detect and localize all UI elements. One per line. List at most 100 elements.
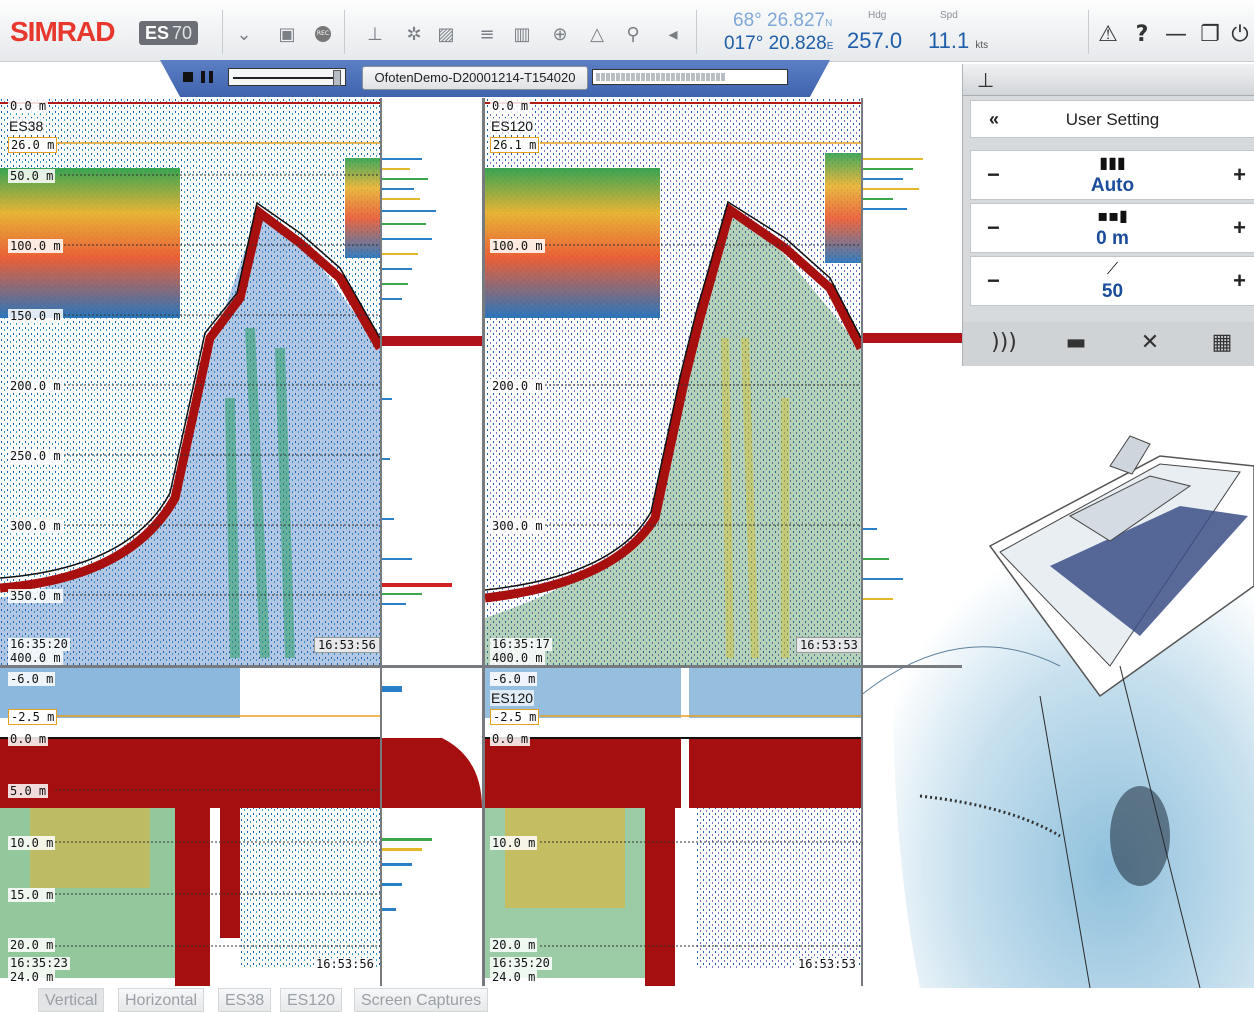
decrease-button[interactable]: − [987, 268, 1000, 293]
bottom-marker-label[interactable]: 26.0 m [8, 137, 58, 153]
range-start-label: 0.0 m [8, 99, 49, 113]
bars-icon[interactable]: ▥ [513, 23, 531, 45]
depth-label: 150.0 m [8, 309, 63, 323]
settings-header: ⊥ [963, 64, 1254, 96]
decrease-button[interactable]: − [987, 215, 1000, 240]
depth-label: 15.0 m [8, 888, 56, 902]
depth-label: 300.0 m [490, 519, 545, 533]
echogram-image [0, 98, 380, 665]
tvg-control: − ⟋ 50 + [970, 256, 1254, 306]
es38-surface-echogram[interactable]: -6.0 m -2.5 m 0.0 m 5.0 m 10.0 m 15.0 m … [0, 668, 482, 986]
es120-depth-echogram[interactable]: 0.0 m ES120 26.1 m 100.0 m 200.0 m 300.0… [485, 98, 962, 665]
power-icon[interactable]: ⏻ [1231, 21, 1249, 47]
depth-label: -6.0 m [490, 672, 538, 686]
panel-divider[interactable] [380, 98, 382, 986]
help-icon[interactable]: ? [1135, 21, 1149, 47]
end-time-label: 16:53:53 [796, 957, 858, 971]
bottom-marker-label[interactable]: 26.1 m [490, 137, 540, 153]
replay-file-button[interactable]: OfotenDemo-D20001214-T154020 [362, 66, 588, 90]
toolbar-separator [1088, 10, 1089, 54]
progress-fill [596, 73, 725, 81]
heading-label: Hdg [868, 10, 887, 21]
restore-icon[interactable]: ❐ [1200, 21, 1220, 47]
histogram-bars [382, 686, 482, 911]
search-icon[interactable]: ⚲ [626, 23, 640, 45]
start-time-label: 16:35:20 [8, 637, 70, 651]
pause-button[interactable] [201, 71, 213, 83]
panel-divider[interactable] [0, 665, 962, 668]
end-time-label: 16:53:56 [314, 957, 376, 971]
start-time-label: 16:35:23 [8, 956, 70, 970]
depth-label: 24.0 m [490, 970, 538, 984]
tvg-value: 50 [1101, 281, 1124, 302]
depth-icon[interactable]: ⊥ [367, 23, 383, 45]
hatch-icon[interactable]: ▨ [437, 23, 455, 45]
longitude-readout: 017° 20.828E [724, 33, 834, 54]
range-start-label: 0.0 m [490, 99, 531, 113]
display-icon[interactable]: ▬ [1065, 330, 1087, 355]
pin-icon[interactable]: ⊥ [977, 68, 995, 92]
range-value: 0 m [1096, 228, 1129, 249]
panel-divider[interactable] [482, 98, 485, 986]
channel-name: ES38 [8, 118, 45, 134]
end-time-label: 16:53:56 [314, 637, 380, 653]
range-control: − ▪▪▮ 0 m + [970, 203, 1254, 253]
depth-label: 50.0 m [8, 169, 56, 183]
view-tabs: Vertical Horizontal ES38 ES120 Screen Ca… [0, 988, 960, 1012]
scatter-icon[interactable]: ✲ [406, 23, 422, 45]
toolbar-separator [344, 10, 345, 54]
start-time-label: 16:35:17 [490, 637, 552, 651]
range-icon: ▪▪▮ [1097, 206, 1128, 225]
channel-name: ES120 [490, 690, 535, 706]
tab-es38[interactable]: ES38 [218, 988, 272, 1012]
user-setting-title[interactable]: « User Setting [970, 100, 1254, 138]
depth-label: 400.0 m [490, 651, 545, 665]
replay-bar: OfotenDemo-D20001214-T154020 [160, 60, 830, 97]
start-time-label: 16:35:20 [490, 956, 552, 970]
stop-button[interactable] [183, 72, 193, 82]
depth-label: 400.0 m [8, 651, 63, 665]
latitude-readout: 68° 26.827N [733, 10, 833, 31]
es120-surface-echogram[interactable]: -6.0 m ES120 -2.5 m 0.0 m 10.0 m 20.0 m … [485, 668, 962, 986]
tools-icon[interactable]: ✕ [1140, 330, 1160, 355]
camera-icon[interactable]: ▣ [278, 23, 296, 45]
depth-label: 100.0 m [490, 239, 545, 253]
depth-label: 5.0 m [8, 784, 49, 798]
depth-label: 200.0 m [8, 379, 63, 393]
panel-divider[interactable] [861, 98, 863, 986]
layers-icon[interactable]: ≡ [479, 23, 495, 45]
es38-depth-echogram[interactable]: 0.0 m ES38 26.0 m 50.0 m 100.0 m 150.0 m… [0, 98, 482, 665]
user-settings-panel: ⊥ « User Setting − ▮▮▮ Auto + − ▪▪▮ 0 m … [962, 64, 1254, 366]
decrease-button[interactable]: − [987, 162, 1000, 187]
collapse-icon[interactable]: ◂ [668, 23, 678, 45]
target-icon[interactable]: ⊕ [552, 23, 568, 45]
slider-knob[interactable] [333, 70, 341, 86]
tab-horizontal[interactable]: Horizontal [118, 988, 205, 1012]
tab-vertical[interactable]: Vertical [38, 988, 105, 1012]
sonar-icon[interactable]: △ [590, 23, 604, 45]
increase-button[interactable]: + [1233, 162, 1246, 187]
increase-button[interactable]: + [1233, 215, 1246, 240]
warning-icon[interactable]: ⚠ [1098, 21, 1118, 47]
tab-screen-captures[interactable]: Screen Captures [354, 988, 489, 1012]
depth-label: 100.0 m [8, 239, 63, 253]
minimize-icon[interactable]: — [1165, 21, 1187, 47]
simrad-logo: SIMRAD [10, 16, 115, 47]
increase-button[interactable]: + [1233, 268, 1246, 293]
back-icon[interactable]: « [989, 109, 1000, 129]
heading-readout: 257.0 [847, 28, 903, 53]
replay-speed-slider[interactable] [228, 68, 346, 86]
surface-marker-label[interactable]: -2.5 m [490, 709, 540, 725]
end-time-label: 16:53:53 [796, 637, 862, 653]
expand-icon[interactable]: ⌄ [236, 23, 252, 45]
depth-label: 350.0 m [8, 589, 63, 603]
layout-icon[interactable]: ▦ [1211, 330, 1233, 355]
depth-label: -6.0 m [8, 672, 56, 686]
tab-es120[interactable]: ES120 [280, 988, 343, 1012]
surface-marker-label[interactable]: -2.5 m [8, 709, 58, 725]
es70-logo: ES 70 [139, 21, 199, 45]
echosounder-icon[interactable]: ))) [991, 330, 1017, 355]
record-icon[interactable]: REC [309, 20, 337, 48]
depth-label: 200.0 m [490, 379, 545, 393]
replay-progress [592, 69, 788, 85]
